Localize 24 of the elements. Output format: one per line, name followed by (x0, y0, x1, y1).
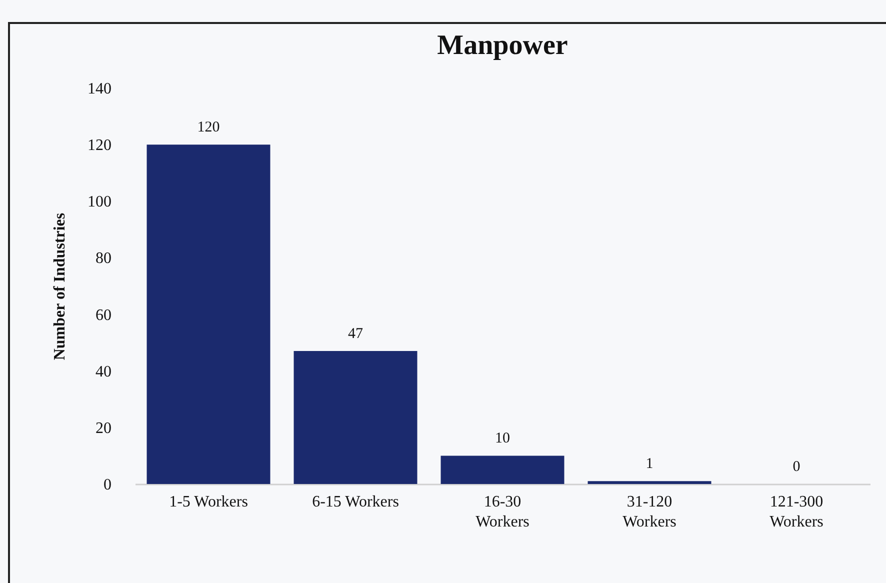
x-tick-label: 121-300 Workers (770, 494, 824, 530)
x-tick-label: 1-5 Workers (169, 494, 248, 510)
data-label: 1 (646, 456, 654, 472)
x-tick-label: 31-120 Workers (622, 494, 676, 530)
x-tick-label: 6-15 Workers (312, 494, 399, 510)
bar (294, 351, 418, 484)
y-tick-label: 60 (96, 306, 112, 324)
y-tick-label: 140 (88, 80, 112, 98)
y-tick-label: 20 (96, 420, 112, 437)
data-label: 0 (792, 459, 800, 475)
y-tick-label: 0 (104, 476, 112, 494)
y-tick-label: 120 (88, 137, 112, 154)
bar (146, 144, 270, 484)
y-axis-title: Number of Industries (52, 212, 68, 360)
data-label: 10 (495, 430, 510, 447)
y-tick-label: 40 (96, 363, 112, 380)
data-label: 120 (197, 120, 220, 136)
data-label: 47 (348, 326, 364, 342)
y-tick-label: 100 (88, 194, 112, 211)
x-tick-label: 16-30 Workers (476, 494, 530, 530)
bar (440, 456, 564, 484)
chart-title: Manpower (437, 30, 568, 61)
y-tick-label: 80 (96, 250, 112, 268)
bar (588, 481, 712, 484)
